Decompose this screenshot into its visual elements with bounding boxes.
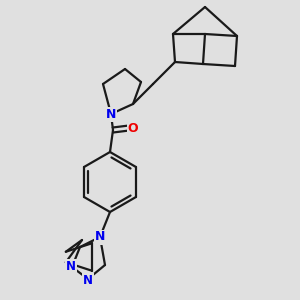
Text: N: N <box>106 107 116 121</box>
Text: N: N <box>66 260 76 272</box>
Text: N: N <box>83 274 93 286</box>
Text: N: N <box>95 230 105 244</box>
Text: O: O <box>128 122 138 134</box>
